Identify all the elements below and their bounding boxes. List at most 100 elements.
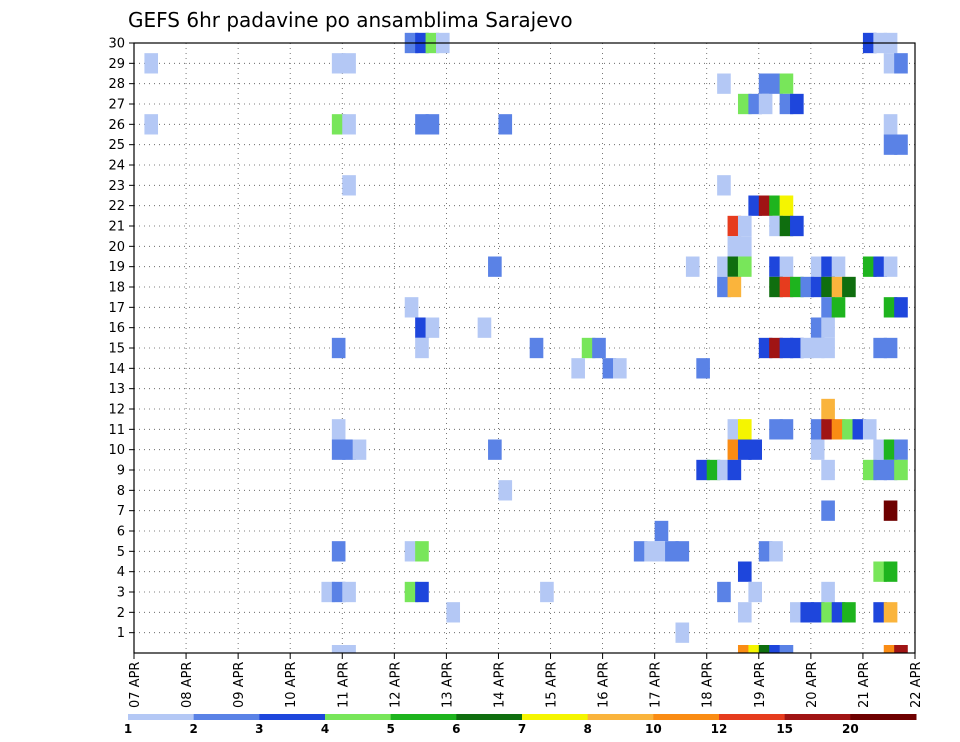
y-tick-label: 14 [108, 362, 125, 377]
colorbar-swatch [193, 714, 260, 720]
data-cell [425, 114, 440, 135]
data-cell [790, 337, 804, 359]
y-tick-label: 24 [108, 159, 125, 174]
data-cell [602, 358, 617, 379]
data-cell [331, 337, 346, 359]
data-cell [415, 581, 429, 603]
y-tick-label: 6 [117, 525, 125, 540]
y-tick-label: 1 [117, 626, 125, 641]
data-cell [696, 358, 710, 379]
data-cell [790, 215, 804, 237]
data-cell [737, 439, 752, 460]
data-cell [675, 541, 690, 562]
data-cell [810, 602, 825, 623]
colorbar-label: 5 [386, 722, 394, 736]
data-cell [769, 256, 783, 277]
y-tick-label: 22 [108, 199, 125, 214]
x-tick-label: 10 APR [284, 662, 299, 708]
x-tick-label: 12 APR [388, 662, 403, 708]
x-tick-label: 19 APR [753, 662, 768, 708]
data-cell [415, 541, 429, 562]
data-cell [654, 520, 669, 542]
data-cell [342, 645, 356, 653]
data-cell [810, 317, 825, 338]
x-tick-label: 11 APR [336, 662, 351, 708]
data-cell [144, 53, 159, 74]
data-cell [342, 53, 356, 74]
data-cell [883, 297, 898, 318]
data-cell [706, 459, 721, 481]
colorbar-swatch [259, 714, 326, 720]
data-cell [821, 602, 835, 623]
data-cell [894, 459, 908, 481]
colorbar-label: 20 [842, 722, 859, 736]
data-cell [737, 256, 752, 277]
data-cell [810, 337, 825, 359]
y-tick-label: 19 [108, 260, 125, 275]
data-cell [737, 236, 752, 257]
data-cell [769, 195, 783, 216]
data-cell [883, 439, 898, 460]
data-cell [633, 541, 648, 562]
y-tick-label: 8 [117, 484, 125, 499]
data-cell [717, 459, 731, 481]
data-cell [769, 337, 783, 359]
data-cell [779, 215, 794, 237]
data-cell [331, 581, 346, 603]
data-cell [758, 645, 773, 653]
x-tick-label: 15 APR [545, 662, 560, 708]
data-cell [842, 419, 856, 440]
y-tick-label: 4 [117, 565, 125, 580]
data-cell [800, 276, 815, 298]
y-tick-label: 16 [108, 321, 125, 336]
y-tick-label: 10 [108, 443, 125, 458]
y-tick-label: 20 [108, 240, 125, 255]
data-cell [592, 337, 606, 359]
data-cell [862, 419, 877, 440]
data-cell [321, 581, 336, 603]
data-cell [748, 645, 763, 653]
data-cell [883, 337, 898, 359]
data-cell [779, 276, 794, 298]
data-cell [488, 439, 502, 460]
data-cell [581, 337, 596, 359]
data-cell [498, 114, 513, 135]
data-cell [717, 256, 731, 277]
x-tick-label: 22 APR [909, 662, 924, 708]
colorbar-swatch [522, 714, 589, 720]
data-cell [873, 459, 887, 481]
data-cell [644, 541, 658, 562]
data-cell [883, 602, 898, 623]
y-tick-label: 7 [117, 504, 125, 519]
data-cell [769, 645, 783, 653]
y-tick-label: 23 [108, 179, 125, 194]
data-cell [852, 419, 867, 440]
data-cell [873, 337, 887, 359]
data-cell [342, 581, 356, 603]
data-cell [894, 134, 908, 155]
data-cell [425, 317, 440, 338]
data-cell [779, 195, 794, 216]
colorbar-swatch [850, 714, 917, 720]
y-tick-label: 2 [117, 606, 125, 621]
data-cell [331, 439, 346, 460]
colorbar-label: 10 [645, 722, 662, 736]
data-cell [415, 114, 429, 135]
y-tick-label: 18 [108, 281, 125, 296]
data-cell [779, 337, 794, 359]
data-cell [717, 276, 731, 298]
data-cell [779, 645, 794, 653]
data-cell [352, 439, 367, 460]
data-cell [488, 256, 502, 277]
y-axis: 1234567891011121314151617181920212223242… [108, 37, 134, 641]
data-cell [821, 297, 835, 318]
data-cell [404, 297, 419, 318]
data-cell [685, 256, 700, 277]
data-cell [404, 581, 419, 603]
y-tick-label: 15 [108, 342, 125, 357]
data-cell [821, 398, 835, 420]
data-cell [883, 256, 898, 277]
data-cell [717, 175, 731, 196]
x-tick-label: 09 APR [232, 662, 247, 708]
